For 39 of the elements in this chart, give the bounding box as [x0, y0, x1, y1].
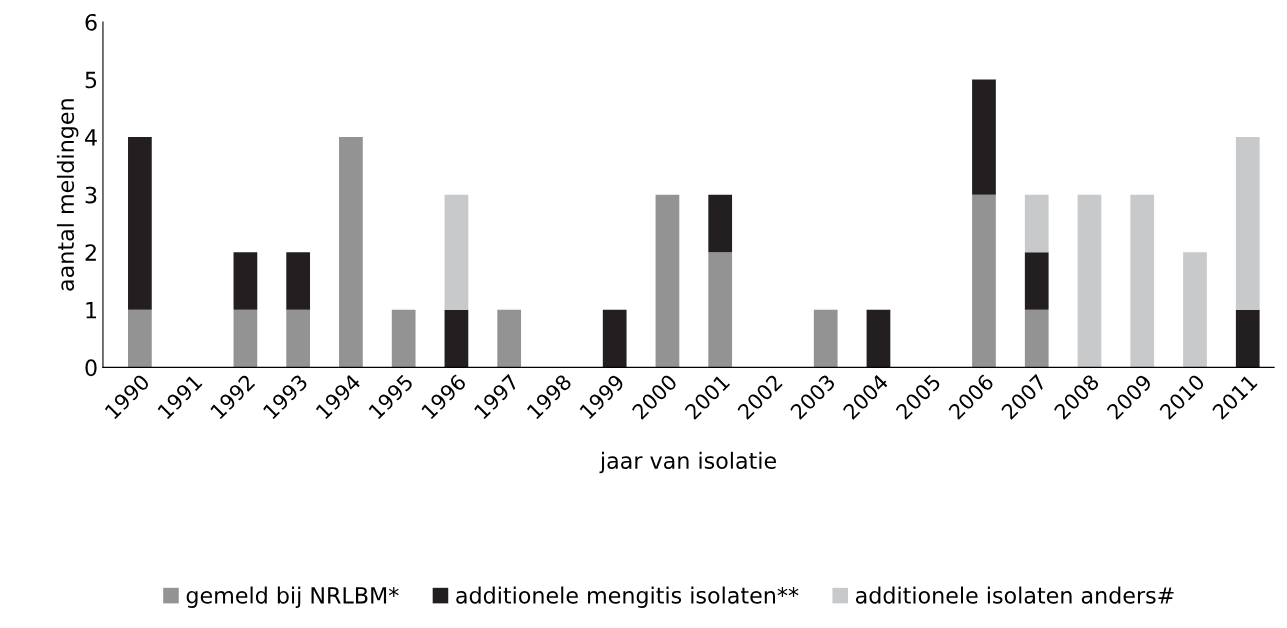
- legend-label: gemeld bij NRLBM*: [186, 586, 399, 608]
- y-tick-label: 5: [85, 71, 97, 89]
- y-tick-label: 6: [85, 13, 97, 31]
- y-tick-label: 2: [85, 244, 96, 261]
- y-tick-label: 1: [86, 302, 97, 319]
- bar: [286, 309, 311, 368]
- bar: [128, 137, 152, 310]
- x-axis-title: jaar van isolatie: [599, 451, 776, 474]
- bar: [1235, 309, 1260, 368]
- bar: [233, 309, 258, 368]
- y-axis-title: aantal meldingen: [56, 99, 79, 291]
- bar: [655, 194, 680, 368]
- bar: [813, 309, 838, 368]
- bar: [972, 194, 996, 368]
- bar: [1024, 252, 1049, 310]
- bar: [1183, 252, 1207, 368]
- bar: [972, 79, 996, 195]
- bar: [1024, 194, 1049, 253]
- bar: [1077, 194, 1102, 368]
- bar: [1130, 194, 1155, 368]
- bar: [1235, 137, 1260, 310]
- bar: [391, 309, 416, 368]
- y-tick-label: 3: [85, 186, 97, 204]
- bar: [602, 309, 627, 368]
- bar: [1024, 309, 1049, 368]
- bar: [444, 309, 469, 368]
- bar: [444, 194, 469, 310]
- bar: [708, 194, 733, 253]
- legend-label: additionele isolaten anders#: [855, 586, 1174, 604]
- bar: [233, 252, 258, 310]
- y-tick-label: 0: [85, 359, 97, 377]
- y-tick-label: 4: [85, 129, 97, 146]
- bar: [866, 309, 891, 368]
- legend-label: additionele mengitis isolaten**: [456, 586, 799, 608]
- bar: [339, 137, 363, 368]
- bar: [497, 309, 522, 368]
- bar: [128, 309, 152, 368]
- bar: [708, 252, 733, 368]
- bar: [286, 252, 311, 310]
